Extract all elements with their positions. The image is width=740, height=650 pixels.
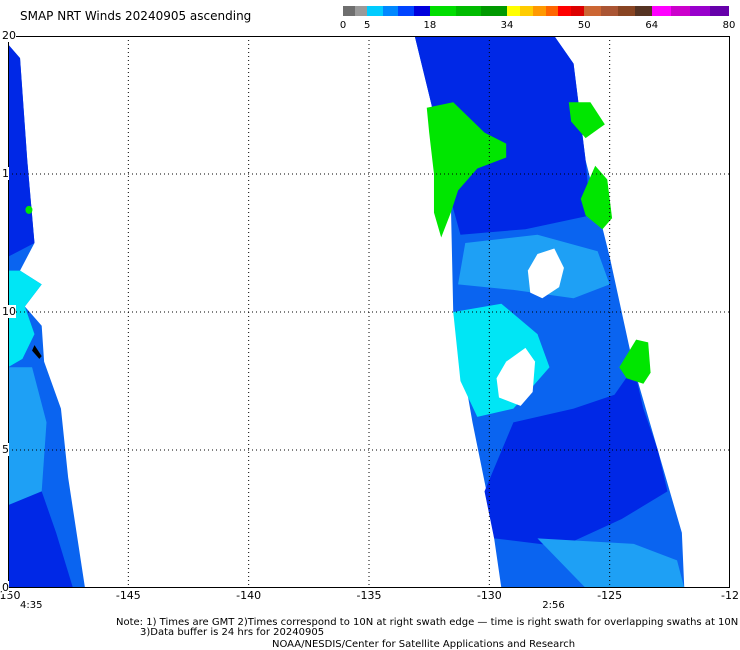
latitude-tick-label: 10: [2, 305, 16, 318]
left-swath-dark-bottom: [8, 491, 73, 588]
right-swath-light-bottom: [537, 538, 685, 588]
color-scale-segment: [481, 6, 507, 16]
right-swath-data-gap-south: [496, 347, 536, 406]
latitude-tick-label: 0: [2, 581, 9, 594]
color-scale-segment: [545, 6, 559, 16]
color-scale-segment: [617, 6, 635, 16]
color-scale-segment: [382, 6, 399, 16]
longitude-tick-label: -125: [597, 589, 623, 602]
left-swath-green-dot: [25, 205, 33, 214]
left-swath-light-patch: [8, 367, 47, 506]
color-scale-label: 34: [500, 20, 514, 31]
longitude-tick-label: -135: [356, 589, 382, 602]
color-scale-label: 18: [423, 20, 437, 31]
longitude-tick-label: -140: [236, 589, 262, 602]
wind-map-svg: [8, 36, 730, 588]
right-swath-dark-south: [484, 367, 668, 547]
color-scale-label: 5: [363, 20, 371, 31]
color-scale-segment: [343, 6, 356, 16]
swath-right-winds: [414, 36, 685, 588]
grid-lines: [8, 36, 730, 588]
color-scale-segment: [584, 6, 601, 16]
right-swath-green-south: [619, 339, 651, 384]
right-swath-green-west: [426, 102, 507, 238]
note-line-2: 3)Data buffer is 24 hrs for 20240905: [140, 627, 325, 638]
color-scale-segment: [414, 6, 430, 16]
color-scale-segment: [690, 6, 710, 16]
color-scale-segment: [670, 6, 691, 16]
color-scale-label: 80: [722, 20, 736, 31]
left-swath-dark-band: [8, 44, 35, 257]
color-scale-segment: [709, 6, 729, 16]
color-scale-bar: [343, 6, 729, 16]
color-scale-segment: [398, 6, 415, 16]
color-scale-segment: [429, 6, 456, 16]
map-plot-area[interactable]: [8, 36, 730, 588]
longitude-tick-label: -130: [476, 589, 502, 602]
latitude-tick-label: 20: [2, 29, 16, 42]
color-scale-segment: [367, 6, 383, 16]
color-scale-segment: [558, 6, 572, 16]
left-swath-black-speck: [32, 345, 42, 359]
color-scale-segment: [455, 6, 482, 16]
color-scale-segment: [601, 6, 618, 16]
color-scale-segment: [634, 6, 652, 16]
longitude-tick-label: -12: [721, 589, 739, 602]
swath-left-winds: [8, 44, 86, 588]
color-scale-segment: [651, 6, 671, 16]
longitude-tick-label: -145: [115, 589, 141, 602]
color-scale-segment: [506, 6, 520, 16]
latitude-tick-label: 5: [2, 443, 9, 456]
note-line-3: NOAA/NESDIS/Center for Satellite Applica…: [272, 639, 576, 650]
color-scale-label: 50: [577, 20, 591, 31]
left-swath-cyan-patch: [8, 270, 42, 368]
latitude-tick-label: 1: [2, 167, 9, 180]
color-scale-label: 0: [339, 20, 347, 31]
right-swath-data-gap-north: [527, 248, 564, 299]
color-scale-label: 64: [645, 20, 659, 31]
right-swath-green-east: [580, 165, 613, 230]
color-scale-segment: [355, 6, 368, 16]
color-scale-segment: [532, 6, 546, 16]
color-scale-segment: [571, 6, 585, 16]
note-line-1: Note: 1) Times are GMT 2)Times correspon…: [116, 617, 739, 628]
swath-time-label: 2:56: [542, 600, 565, 611]
map-title: SMAP NRT Winds 20240905 ascending: [20, 9, 252, 23]
right-swath-green-northeast: [568, 102, 605, 139]
color-scale-segment: [519, 6, 533, 16]
swath-time-label: 4:35: [20, 600, 43, 611]
